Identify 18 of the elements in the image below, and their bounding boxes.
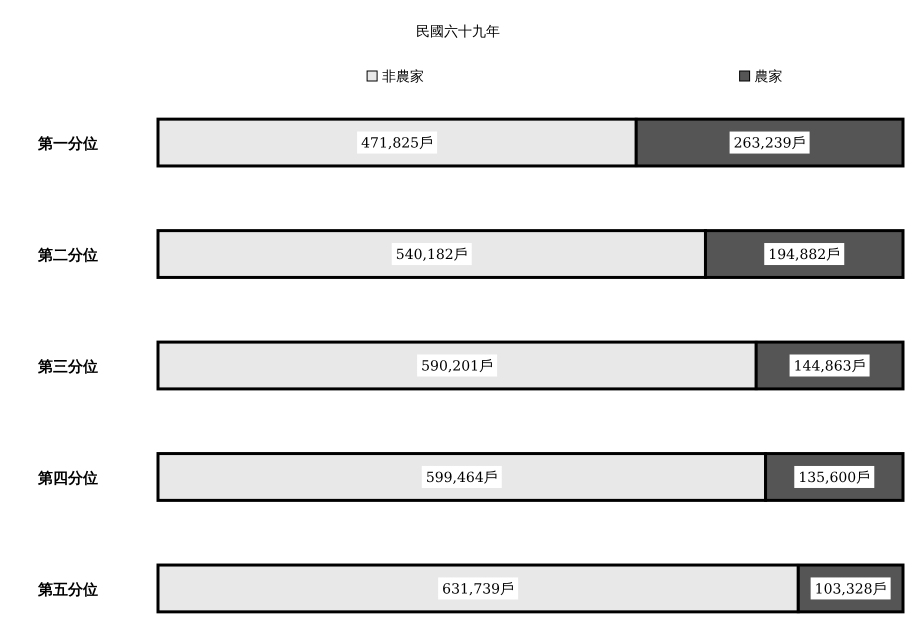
y-tick-label: 第五分位 bbox=[37, 580, 98, 598]
data-label: 540,182戶 bbox=[396, 247, 468, 264]
legend-label: 農家 bbox=[754, 69, 783, 85]
legend-label: 非農家 bbox=[382, 69, 424, 85]
data-label: 144,863戶 bbox=[794, 358, 866, 374]
y-tick-label: 第四分位 bbox=[37, 468, 98, 487]
data-label: 590,201戶 bbox=[421, 358, 494, 374]
data-label: 135,600戶 bbox=[798, 470, 870, 486]
chart-title: 民國六十九年 bbox=[416, 24, 500, 40]
data-label: 471,825戶 bbox=[361, 136, 434, 152]
data-label: 103,328戶 bbox=[814, 581, 887, 598]
y-tick-label: 第一分位 bbox=[37, 134, 98, 153]
data-label: 194,882戶 bbox=[768, 247, 840, 264]
data-label: 599,464戶 bbox=[426, 470, 498, 486]
y-tick-label: 第三分位 bbox=[37, 358, 98, 376]
y-tick-label: 第二分位 bbox=[37, 246, 98, 264]
data-label: 263,239戶 bbox=[734, 136, 806, 152]
data-label: 631,739戶 bbox=[442, 581, 514, 598]
